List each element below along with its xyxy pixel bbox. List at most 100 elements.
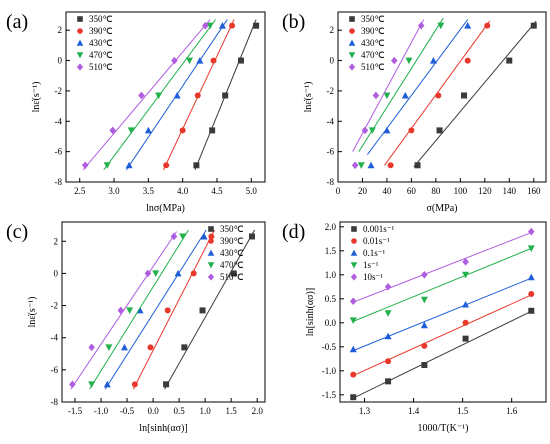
y-tick-label: -2: [55, 86, 63, 96]
x-tick-label: 3.0: [108, 186, 120, 196]
fit-line: [132, 229, 215, 390]
data-point: [349, 317, 357, 324]
fit-line: [164, 229, 256, 390]
y-tick-label: 0.0: [325, 318, 337, 328]
data-point: [387, 162, 394, 169]
legend-marker: [351, 226, 357, 232]
x-axis-title: lnσ(MPa): [146, 203, 185, 214]
data-point: [384, 310, 392, 317]
y-axis-title: lnε̇(s⁻¹): [303, 82, 314, 113]
data-point: [120, 343, 128, 351]
legend-label: 470℃: [361, 50, 385, 60]
y-tick-label: 2.0: [325, 222, 337, 232]
x-tick-label: 20: [358, 186, 368, 196]
data-point: [421, 362, 428, 369]
plot-area: [69, 229, 256, 390]
data-point: [155, 92, 163, 100]
data-point: [462, 271, 470, 279]
y-tick-label: -0.5: [322, 342, 337, 352]
x-tick-label: -1.5: [68, 406, 83, 416]
legend-marker: [349, 28, 355, 34]
legend-label: 0.1s⁻¹: [363, 248, 386, 258]
y-axis-title: lnε̇(s⁻¹): [31, 82, 42, 113]
x-tick-label: -0.5: [120, 406, 135, 416]
data-point: [127, 127, 135, 134]
y-axis-title: lnε̇(s⁻¹): [27, 297, 38, 328]
data-point: [350, 371, 357, 378]
data-point: [253, 22, 260, 29]
data-point: [383, 126, 391, 134]
x-tick-label: 1.5: [226, 406, 238, 416]
data-point: [361, 126, 369, 135]
data-point: [420, 321, 428, 329]
y-tick-label: 0.5: [325, 294, 337, 304]
legend-marker: [350, 262, 358, 269]
data-point: [200, 232, 208, 240]
x-tick-label: 1.4: [408, 406, 420, 416]
data-point: [368, 127, 376, 134]
legend-label: 350℃: [220, 224, 244, 234]
legend-marker: [348, 63, 356, 71]
data-point: [385, 358, 392, 365]
panel-label-a: (a): [6, 11, 28, 33]
chart-d: 1.3 1.4 1.5 1.6 -1.5 -1.0 -0.5 0.0 0.5 1.0 1.5 2.0 1…: [305, 221, 547, 434]
fit-line: [353, 232, 532, 303]
y-tick-label: 2: [330, 25, 335, 35]
plot-area: [81, 19, 260, 171]
y-axis-title: ln[sinh(ασ)]: [305, 288, 316, 336]
x-tick-label: 160: [527, 186, 541, 196]
data-point: [173, 91, 181, 99]
y-tick-label: 0: [330, 56, 335, 66]
data-point: [179, 127, 186, 134]
y-tick-label: -6: [327, 147, 335, 157]
legend-label: 470℃: [89, 50, 113, 60]
data-point: [202, 21, 209, 30]
data-point: [349, 345, 357, 353]
data-point: [461, 92, 468, 99]
data-point: [131, 381, 138, 388]
data-point: [209, 127, 216, 134]
x-tick-label: 1.6: [506, 406, 518, 416]
legend-label: 0.01s⁻¹: [363, 236, 390, 246]
legend-label: 430℃: [89, 38, 113, 48]
x-tick-label: 3.5: [143, 186, 155, 196]
data-point: [174, 269, 182, 277]
legend-label: 350℃: [89, 14, 113, 24]
y-tick-label: 0: [54, 268, 59, 278]
panel-label-d: (d): [282, 221, 305, 243]
data-point: [163, 162, 170, 169]
data-point: [405, 57, 413, 65]
data-point: [385, 378, 392, 385]
data-point: [462, 335, 469, 342]
data-point: [527, 273, 535, 281]
x-tick-label: 0: [336, 186, 341, 196]
legend-marker: [208, 226, 214, 232]
x-tick-label: 60: [407, 186, 417, 196]
data-point: [69, 380, 76, 389]
data-point: [222, 92, 229, 99]
legend-marker: [348, 39, 356, 46]
y-tick-label: 2: [58, 25, 63, 35]
data-point: [484, 22, 491, 29]
x-tick-label: 1.3: [359, 406, 371, 416]
y-tick-label: -4: [327, 116, 335, 126]
x-tick-label: 4.0: [177, 186, 189, 196]
data-point: [367, 161, 375, 169]
data-point: [105, 344, 113, 351]
data-point: [208, 233, 215, 240]
legend-marker: [350, 249, 358, 256]
data-point: [464, 57, 471, 64]
data-point: [109, 126, 116, 135]
legend-marker: [208, 238, 214, 244]
data-point: [408, 127, 415, 134]
legend-marker: [76, 39, 84, 46]
data-point: [462, 319, 469, 326]
fit-line: [353, 247, 532, 322]
data-point: [190, 270, 197, 277]
plot-frame: [337, 11, 547, 183]
data-point: [390, 56, 398, 65]
data-point: [527, 245, 535, 252]
legend-label: 470℃: [220, 260, 244, 270]
x-tick-label: 1.5: [457, 406, 469, 416]
